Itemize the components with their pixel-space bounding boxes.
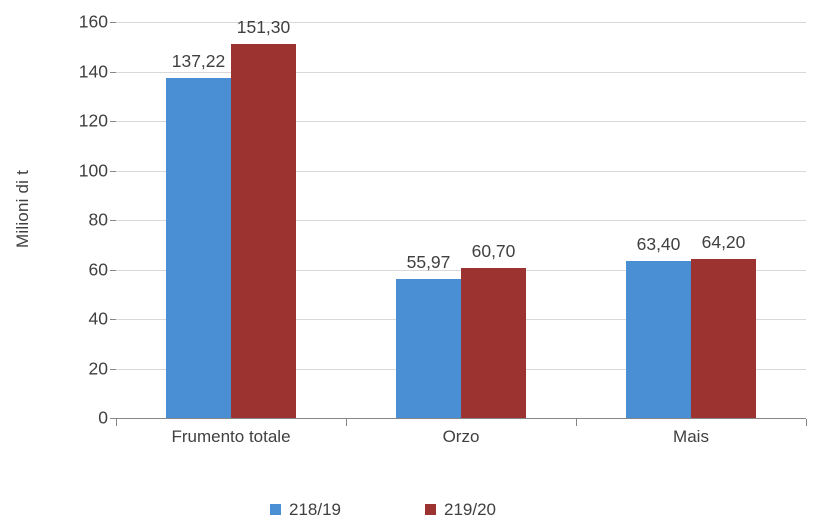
x-axis-tick-mark: [346, 419, 347, 426]
y-axis-title-text: Milioni di t: [13, 170, 33, 248]
y-axis-tick-mark: [110, 170, 116, 172]
y-axis-tick-label: 140: [78, 60, 108, 81]
plot-area: 137,22 151,30 55,97 60,70 63,40 64,20: [116, 16, 806, 419]
y-axis-tick-mark: [110, 319, 116, 320]
bar[interactable]: [626, 261, 691, 418]
x-axis-category-label: Orzo: [442, 427, 480, 446]
x-axis-category-label: Mais: [673, 427, 709, 446]
legend-label: 219/20: [444, 500, 496, 519]
bar-data-label: 64,20: [701, 232, 746, 253]
y-axis-tick-label: 160: [78, 11, 108, 32]
y-axis-tick-label: 60: [88, 258, 108, 279]
bar[interactable]: [166, 78, 231, 418]
gridline: [116, 22, 806, 23]
bar-data-label: 151,30: [236, 16, 291, 37]
x-axis-tick-mark: [116, 419, 117, 426]
y-axis-tick-mark: [110, 22, 116, 23]
legend-label: 218/19: [289, 500, 341, 519]
bar[interactable]: [396, 279, 461, 418]
y-axis-title: Milioni di t: [6, 0, 40, 418]
bar[interactable]: [691, 259, 756, 418]
y-axis-tick-label: 80: [88, 209, 108, 230]
gridline: [116, 71, 806, 73]
x-axis-line: [116, 418, 806, 419]
gridline: [116, 220, 806, 221]
legend-item[interactable]: 218/19: [270, 501, 341, 518]
y-axis-tick-mark: [110, 269, 116, 271]
y-axis-tick-label: 100: [78, 159, 108, 180]
legend-swatch-icon: [425, 504, 436, 515]
y-axis-tick-mark: [110, 418, 116, 419]
legend-item[interactable]: 219/20: [425, 501, 496, 518]
gridline: [116, 121, 806, 122]
legend-swatch-icon: [270, 504, 281, 515]
bar[interactable]: [461, 267, 526, 418]
y-axis-tick-label: 20: [88, 357, 108, 378]
x-axis-category-label: Frumento totale: [171, 427, 291, 446]
bar[interactable]: [231, 43, 296, 418]
y-axis-tick-mark: [110, 71, 116, 73]
y-axis-tick-labels: 0 20 40 60 80 100 120 140 160: [44, 13, 108, 426]
x-axis-tick-mark: [576, 419, 577, 426]
x-axis-tick-mark: [806, 419, 807, 426]
bar-data-label: 55,97: [406, 252, 451, 273]
gridline: [116, 170, 806, 172]
y-axis-tick-label: 40: [88, 308, 108, 329]
bar-data-label: 60,70: [471, 240, 516, 261]
y-axis-tick-mark: [110, 121, 116, 122]
y-axis-tick-mark: [110, 220, 116, 221]
bar-data-label: 63,40: [636, 234, 681, 255]
chart-legend: 218/19 219/20: [0, 495, 820, 525]
y-axis-tick-label: 0: [98, 407, 108, 428]
bar-data-label: 137,22: [171, 51, 226, 72]
y-axis-tick-mark: [110, 368, 116, 370]
y-axis-tick-label: 120: [78, 110, 108, 131]
